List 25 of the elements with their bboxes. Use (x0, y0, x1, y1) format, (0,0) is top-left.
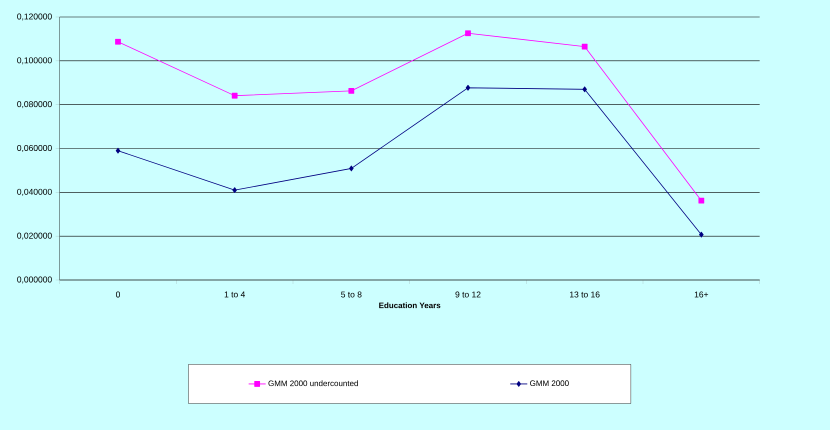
y-tick-label: 0,080000 (17, 101, 52, 108)
point (232, 92, 238, 99)
point (116, 148, 120, 154)
point (699, 232, 704, 238)
x-tick-label: 13 to 16 (570, 291, 600, 298)
point (232, 187, 237, 194)
y-tick-label: 0,120000 (17, 14, 52, 20)
point (698, 198, 704, 204)
y-tick-label: 0,100000 (17, 57, 52, 64)
x-tick-label: 1 to 4 (224, 291, 246, 298)
x-tick-label: 16+ (694, 291, 708, 298)
point (466, 84, 470, 91)
point (465, 30, 471, 36)
point (348, 88, 354, 94)
y-tick-label: 0,060000 (17, 145, 52, 152)
point (582, 86, 587, 92)
point (582, 44, 588, 50)
x-tick-label: 5 to 8 (341, 291, 362, 298)
point (115, 38, 121, 45)
x-tick-label: 0 (116, 291, 120, 298)
y-tick-label: 0,040000 (17, 188, 52, 196)
x-tick-label: 9 to 12 (455, 291, 481, 298)
point (349, 166, 354, 172)
y-tick-label: 0,000000 (17, 276, 52, 284)
y-tick-label: 0,020000 (17, 232, 52, 240)
